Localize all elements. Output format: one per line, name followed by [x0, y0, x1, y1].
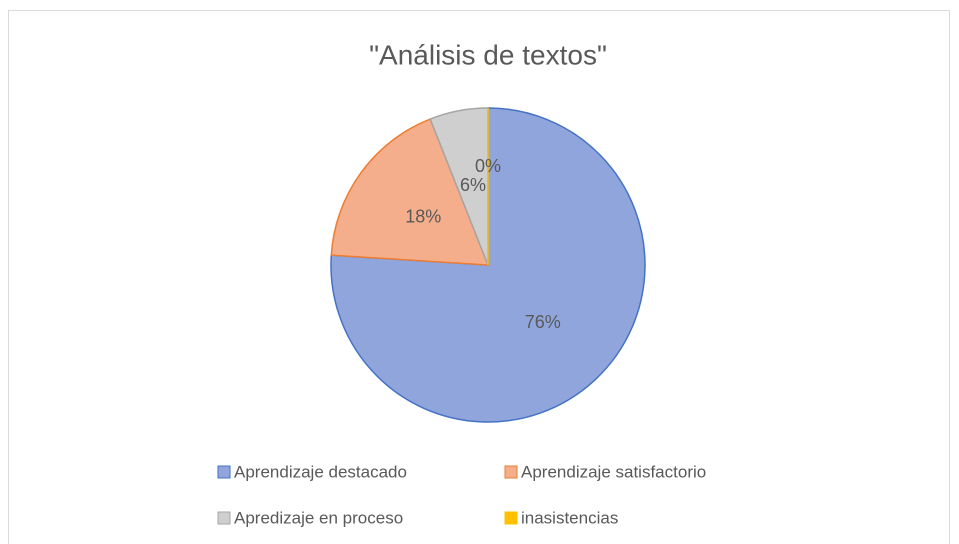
data-label: 18% — [405, 207, 441, 227]
legend-swatch — [504, 465, 518, 479]
legend-label: Aprendizaje destacado — [234, 462, 407, 481]
data-label: 0% — [475, 156, 501, 176]
legend-swatch — [217, 465, 231, 479]
legend-swatch — [504, 511, 518, 525]
pie-slice — [330, 107, 646, 423]
legend-label: Aprendizaje satisfactorio — [521, 462, 706, 481]
data-label: 76% — [525, 312, 561, 332]
legend-label: Apredizaje en proceso — [234, 508, 403, 527]
legend-swatch — [217, 511, 231, 525]
chart-title: "Análisis de textos" — [369, 39, 607, 70]
pie-slice — [330, 118, 490, 266]
data-label: 6% — [460, 175, 486, 195]
legend-label: inasistencias — [521, 508, 618, 527]
